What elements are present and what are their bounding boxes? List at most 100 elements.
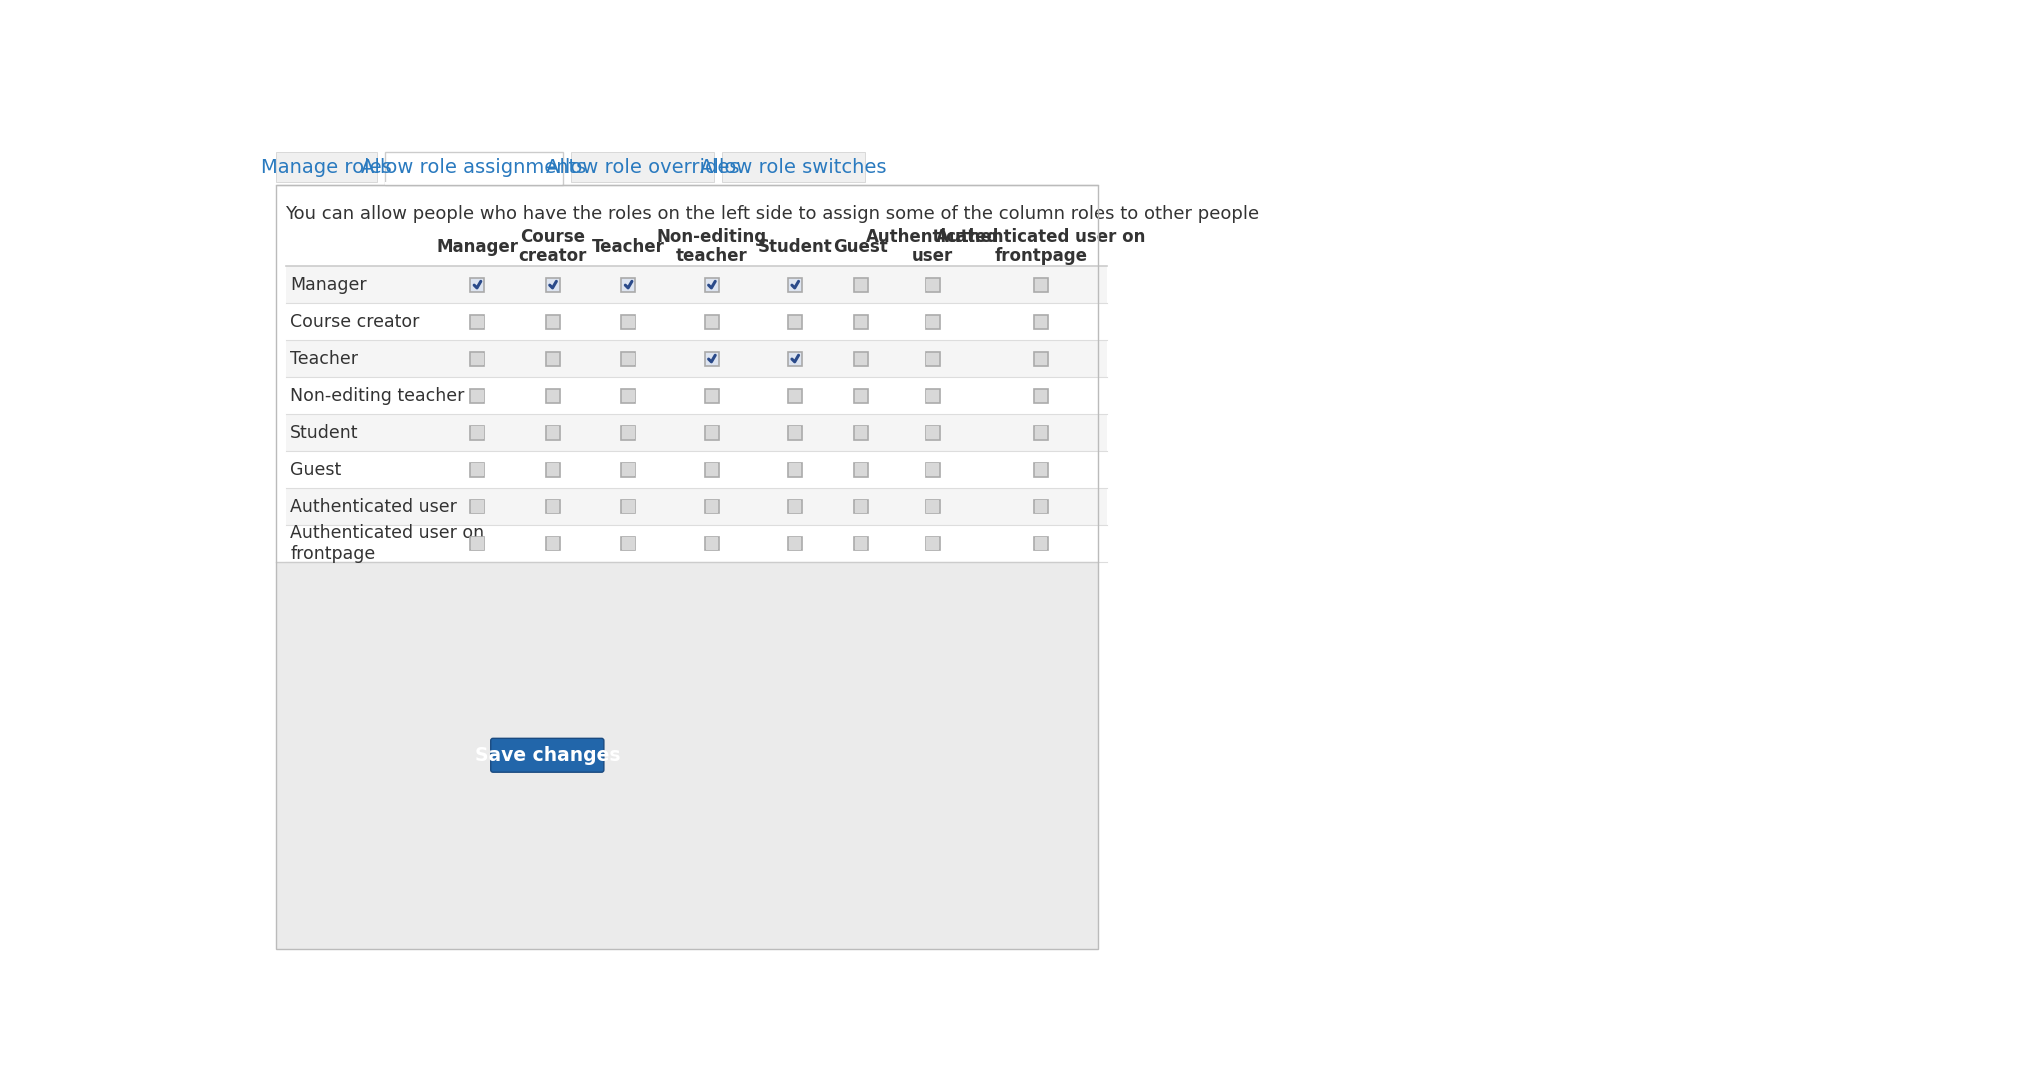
Bar — [1034, 279, 1047, 291]
Bar — [723, 153, 865, 182]
Bar — [788, 352, 802, 365]
Text: Manage roles: Manage roles — [261, 158, 393, 178]
Bar — [926, 316, 939, 328]
Bar — [470, 315, 485, 329]
Bar — [926, 352, 939, 365]
Bar — [621, 426, 635, 439]
Bar — [570, 153, 715, 182]
Bar — [853, 389, 867, 402]
Text: Authenticated: Authenticated — [865, 228, 1000, 246]
Bar — [1034, 278, 1049, 292]
Bar — [1034, 462, 1049, 476]
Bar — [470, 389, 483, 402]
Bar — [470, 316, 483, 328]
Text: Manager: Manager — [291, 276, 366, 294]
Bar — [1034, 536, 1049, 550]
Bar — [853, 315, 867, 329]
Text: Manager: Manager — [436, 238, 519, 256]
Bar — [470, 426, 483, 439]
Bar — [926, 389, 939, 402]
Bar — [855, 426, 867, 439]
Bar — [623, 352, 635, 365]
Bar — [285, 266, 1108, 303]
Bar — [706, 426, 719, 439]
Bar — [546, 462, 560, 476]
Bar — [926, 499, 939, 513]
Bar — [277, 184, 1097, 948]
Text: Authenticated user on
frontpage: Authenticated user on frontpage — [291, 524, 485, 562]
FancyBboxPatch shape — [491, 738, 605, 772]
Text: Authenticated user on: Authenticated user on — [937, 228, 1146, 246]
Bar — [1034, 499, 1049, 513]
Text: creator: creator — [519, 247, 586, 265]
Text: Authenticated user: Authenticated user — [291, 497, 456, 516]
Bar — [548, 352, 560, 365]
Bar — [788, 278, 802, 292]
Bar — [548, 537, 560, 549]
Bar — [704, 499, 719, 513]
Bar — [788, 463, 802, 475]
Bar — [926, 463, 939, 475]
Bar — [926, 278, 939, 292]
Bar — [926, 426, 939, 439]
Bar — [546, 315, 560, 329]
Bar — [470, 500, 483, 512]
Bar — [546, 499, 560, 513]
Bar — [470, 352, 483, 365]
Bar — [926, 352, 939, 365]
Bar — [855, 500, 867, 512]
Bar — [704, 462, 719, 476]
Bar — [1034, 426, 1047, 439]
Bar — [706, 500, 719, 512]
Bar — [470, 426, 485, 439]
Bar — [623, 537, 635, 549]
Bar — [470, 537, 483, 549]
Bar — [788, 536, 802, 550]
Bar — [548, 426, 560, 439]
Text: frontpage: frontpage — [996, 247, 1087, 265]
Bar — [470, 278, 485, 292]
Bar — [855, 389, 867, 402]
Bar — [623, 426, 635, 439]
Bar — [1034, 389, 1047, 402]
Text: You can allow people who have the roles on the left side to assign some of the c: You can allow people who have the roles … — [285, 205, 1260, 223]
Bar — [706, 537, 719, 549]
Bar — [470, 389, 485, 402]
Bar — [546, 536, 560, 550]
Text: Save changes: Save changes — [474, 746, 621, 765]
Bar — [855, 537, 867, 549]
Bar — [926, 500, 939, 512]
Text: Allow role assignments: Allow role assignments — [360, 158, 586, 178]
Bar — [1034, 389, 1049, 402]
Bar — [621, 278, 635, 292]
Bar — [285, 377, 1108, 414]
Text: Guest: Guest — [291, 461, 342, 479]
Bar — [855, 352, 867, 365]
Bar — [621, 536, 635, 550]
Bar — [285, 525, 1108, 562]
Bar — [706, 463, 719, 475]
Bar — [548, 500, 560, 512]
Bar — [788, 500, 802, 512]
Bar — [277, 153, 377, 182]
Bar — [277, 184, 1097, 948]
Bar — [788, 315, 802, 329]
Text: Guest: Guest — [833, 238, 888, 256]
Bar — [285, 488, 1108, 525]
Text: Teacher: Teacher — [592, 238, 666, 256]
Bar — [855, 463, 867, 475]
Bar — [926, 426, 939, 439]
Bar — [1034, 500, 1047, 512]
Bar — [1034, 537, 1047, 549]
Bar — [1034, 426, 1049, 439]
Bar — [470, 352, 485, 365]
Bar — [285, 451, 1108, 488]
Bar — [853, 536, 867, 550]
Bar — [285, 414, 1108, 451]
Text: Course: Course — [521, 228, 586, 246]
Bar — [926, 279, 939, 291]
Text: Student: Student — [757, 238, 833, 256]
Bar — [385, 152, 562, 184]
Bar — [1034, 352, 1049, 365]
Bar — [385, 182, 562, 184]
